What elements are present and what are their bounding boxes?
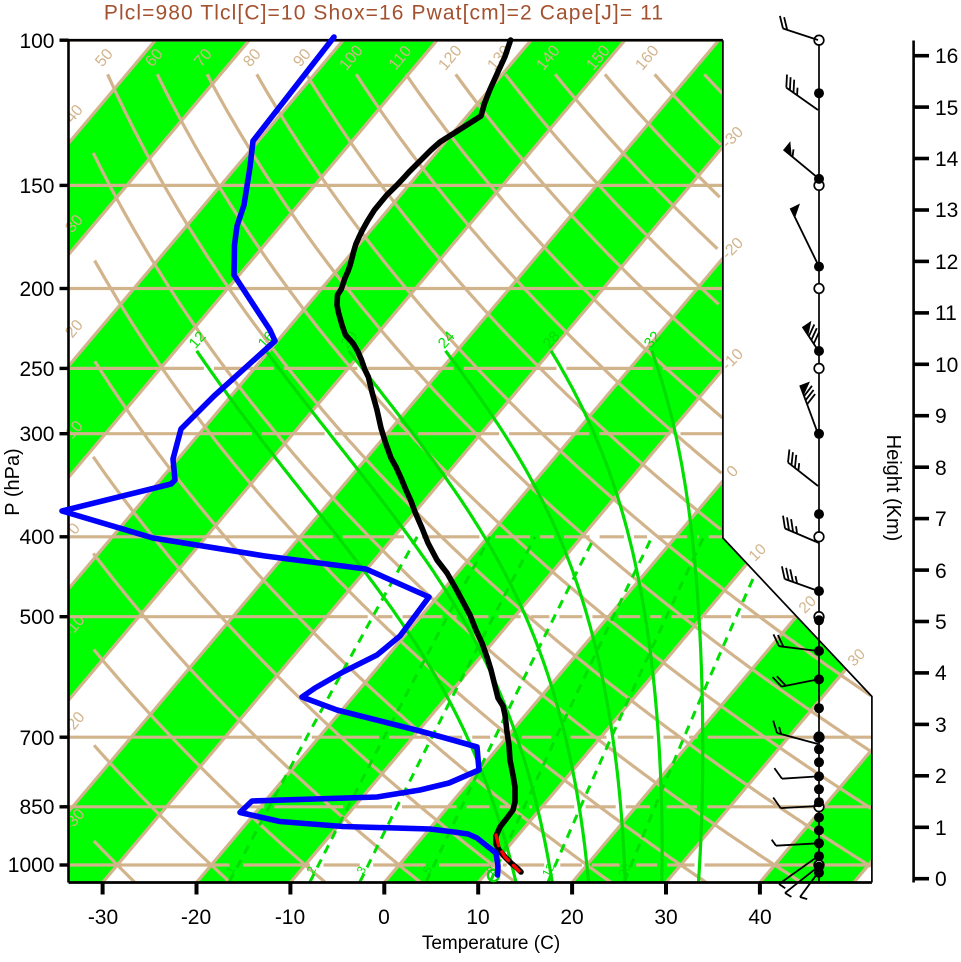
svg-text:700: 700 (19, 727, 54, 750)
svg-text:500: 500 (19, 606, 54, 629)
svg-text:Height (Km): Height (Km) (882, 435, 904, 542)
svg-text:Plcl=980 Tlcl[C]=10 Shox=16 Pw: Plcl=980 Tlcl[C]=10 Shox=16 Pwat[cm]=2 C… (104, 2, 664, 25)
svg-text:30: 30 (654, 906, 677, 929)
svg-text:0: 0 (935, 868, 947, 891)
svg-text:-20: -20 (181, 906, 211, 929)
svg-text:16: 16 (935, 45, 958, 68)
svg-text:300: 300 (19, 423, 54, 446)
svg-text:14: 14 (935, 148, 959, 171)
svg-text:15: 15 (935, 97, 958, 120)
svg-text:10: 10 (935, 354, 958, 377)
svg-text:1: 1 (935, 817, 947, 840)
svg-text:-10: -10 (275, 906, 305, 929)
svg-text:150: 150 (19, 175, 54, 198)
svg-text:100: 100 (19, 30, 54, 53)
svg-text:20: 20 (560, 906, 583, 929)
svg-text:40: 40 (748, 906, 771, 929)
svg-text:8: 8 (935, 457, 947, 480)
svg-text:12: 12 (935, 251, 958, 274)
svg-text:13: 13 (935, 199, 958, 222)
svg-text:-30: -30 (88, 906, 118, 929)
svg-text:0: 0 (378, 906, 390, 929)
svg-text:2: 2 (935, 765, 947, 788)
svg-text:11: 11 (935, 302, 957, 325)
svg-text:200: 200 (19, 278, 54, 301)
svg-text:5: 5 (935, 611, 947, 634)
svg-text:6: 6 (935, 560, 947, 583)
svg-text:P (hPa): P (hPa) (2, 448, 24, 515)
svg-text:7: 7 (935, 508, 947, 531)
svg-text:250: 250 (19, 358, 54, 381)
svg-text:9: 9 (935, 405, 947, 428)
svg-text:Temperature (C): Temperature (C) (422, 933, 560, 954)
svg-text:850: 850 (19, 796, 54, 819)
svg-text:400: 400 (19, 526, 54, 549)
svg-text:10: 10 (466, 906, 489, 929)
svg-text:4: 4 (935, 662, 947, 685)
svg-text:1000: 1000 (8, 854, 55, 877)
svg-text:3: 3 (935, 714, 947, 737)
